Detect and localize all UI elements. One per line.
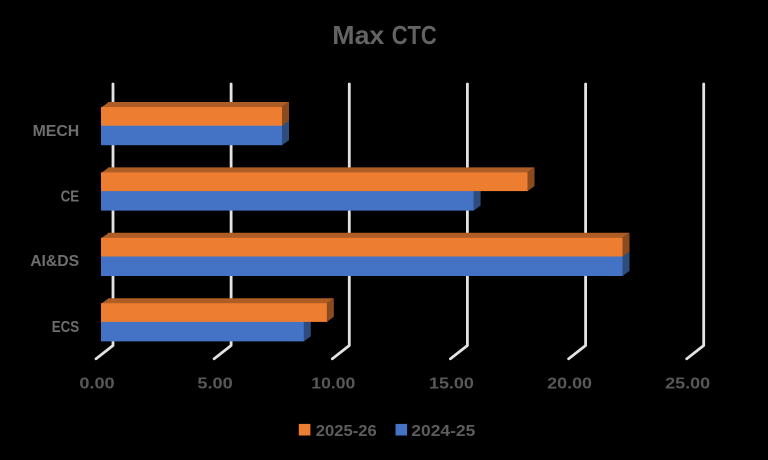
svg-text:25.00: 25.00 xyxy=(665,375,710,392)
svg-text:AI&DS: AI&DS xyxy=(30,253,79,270)
svg-text:20.00: 20.00 xyxy=(547,375,592,392)
svg-text:Max: Max xyxy=(332,20,385,50)
svg-text:5.00: 5.00 xyxy=(197,375,232,392)
svg-text:15.00: 15.00 xyxy=(429,375,474,392)
svg-text:CTC: CTC xyxy=(392,20,437,50)
svg-text:0.00: 0.00 xyxy=(79,375,114,392)
svg-text:MECH: MECH xyxy=(33,123,80,140)
svg-text:2025-26: 2025-26 xyxy=(316,423,377,440)
svg-text:CE: CE xyxy=(61,188,80,205)
svg-text:ECS: ECS xyxy=(52,319,80,336)
svg-text:10.00: 10.00 xyxy=(311,375,355,392)
svg-text:2024-25: 2024-25 xyxy=(411,423,475,440)
